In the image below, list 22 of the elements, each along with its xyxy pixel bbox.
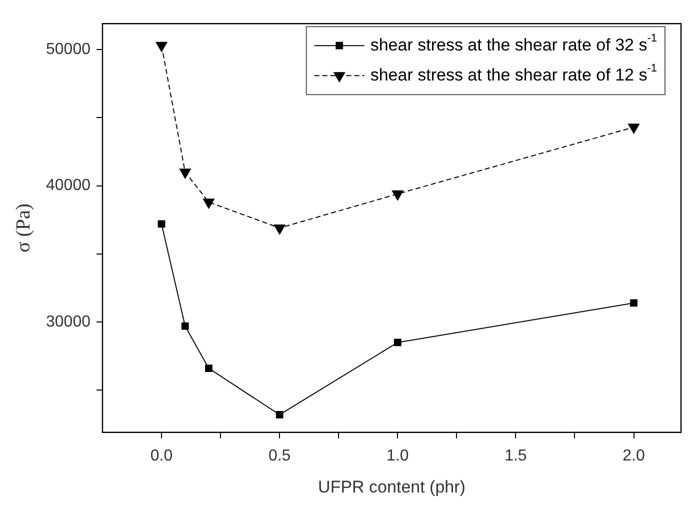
point	[628, 124, 640, 134]
y-tick-label: 50000	[46, 40, 91, 58]
point	[156, 42, 168, 52]
point	[181, 322, 189, 330]
point	[158, 220, 166, 228]
x-tick-label: 0.0	[150, 447, 173, 464]
point	[392, 190, 404, 200]
x-tick-label: 2.0	[622, 447, 645, 464]
point	[205, 364, 212, 372]
y-tick-label: 40000	[46, 177, 91, 194]
point	[274, 224, 286, 234]
point	[630, 299, 638, 307]
point	[179, 168, 191, 179]
point	[276, 411, 284, 418]
y-axis-title: σ (Pa)	[12, 203, 34, 253]
y-tick-label: 30000	[46, 313, 91, 330]
x-tick-label: 0.5	[268, 447, 291, 464]
x-tick-label: 1.0	[386, 447, 409, 464]
point	[203, 198, 214, 209]
x-axis-title: UFPR content (phr)	[318, 477, 466, 496]
point	[394, 338, 402, 346]
x-tick-label: 1.5	[504, 447, 527, 464]
